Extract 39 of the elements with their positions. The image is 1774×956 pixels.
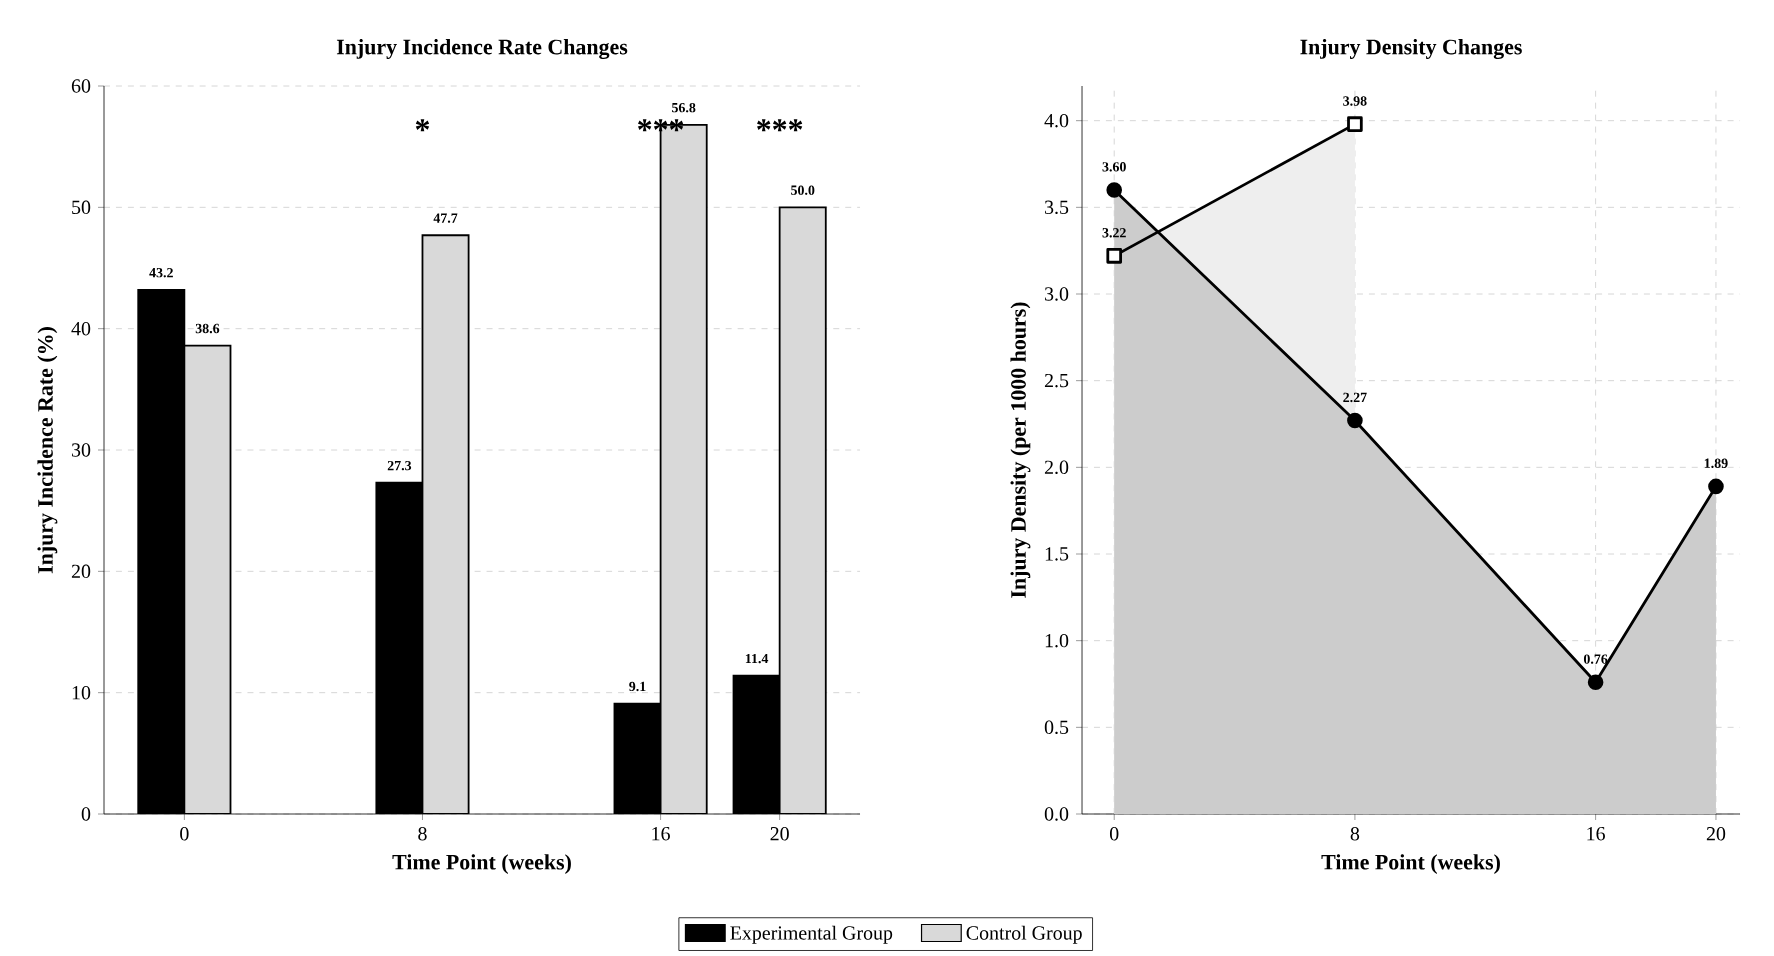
chart-title: Injury Density Changes <box>1300 38 1522 60</box>
x-tick-label: 8 <box>418 827 427 841</box>
x-axis-title: Time Point (weeks) <box>1321 854 1500 875</box>
x-tick-label: 16 <box>1587 827 1605 841</box>
legend-label: Experimental Group <box>730 925 893 944</box>
y-tick-label: 60 <box>71 79 91 93</box>
y-tick-label: 40 <box>71 321 91 336</box>
annotation: *** <box>757 119 803 132</box>
y-tick-label: 4.0 <box>1044 113 1069 128</box>
x-tick-label: 0 <box>180 827 189 841</box>
y-tick-label: 30 <box>72 443 91 457</box>
annotation: * <box>415 119 430 132</box>
y-tick-label: 3.5 <box>1045 200 1069 215</box>
y-tick-label: 0.0 <box>1044 807 1069 821</box>
y-tick-label: 10 <box>72 685 91 700</box>
y-tick-label: 2.0 <box>1044 460 1069 475</box>
x-tick-label: 0 <box>1109 827 1119 841</box>
x-tick-label: 20 <box>770 827 789 841</box>
x-axis-title: Time Point (weeks) <box>392 854 571 875</box>
legend-label: Control Group <box>966 925 1082 944</box>
chart-title: Injury Incidence Rate Changes <box>336 38 628 60</box>
y-axis-title: Injury Density (per 1000 hours) <box>1010 302 1031 598</box>
x-tick-label: 20 <box>1706 827 1726 841</box>
y-tick-label: 2.5 <box>1044 373 1069 388</box>
y-tick-label: 0.5 <box>1044 720 1069 735</box>
x-tick-label: 8 <box>1350 827 1360 841</box>
y-tick-label: 0 <box>81 807 91 821</box>
bar <box>421 234 470 814</box>
point <box>1347 116 1363 132</box>
point <box>1106 248 1123 264</box>
y-tick-label: 3.0 <box>1045 287 1069 301</box>
y-tick-label: 20 <box>71 564 91 579</box>
x-tick-label: 16 <box>652 827 670 841</box>
bar <box>778 206 827 814</box>
bar <box>183 344 232 814</box>
y-axis-title: Injury Incidence Rate (%) <box>37 327 58 574</box>
y-tick-label: 50 <box>72 200 91 215</box>
y-tick-label: 1.0 <box>1045 633 1069 648</box>
y-tick-label: 1.5 <box>1045 547 1069 561</box>
